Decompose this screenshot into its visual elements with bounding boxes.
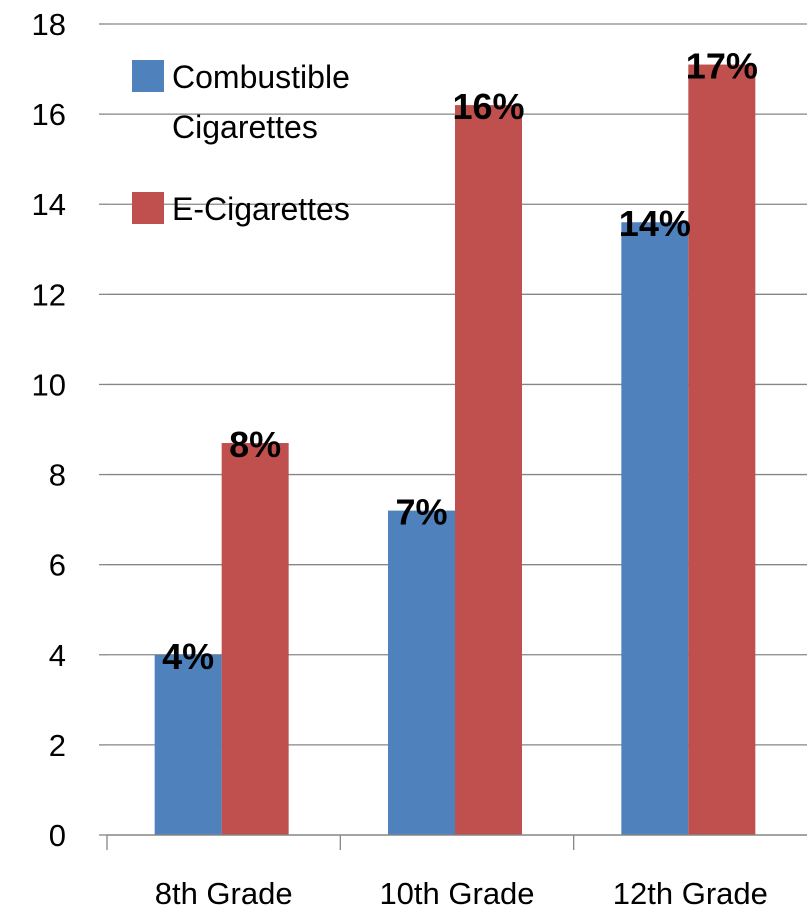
legend-label: Combustible Cigarettes bbox=[172, 59, 350, 145]
y-tick-label: 6 bbox=[49, 548, 66, 583]
y-tick-label: 0 bbox=[49, 818, 66, 853]
y-tick-label: 12 bbox=[32, 277, 66, 312]
x-category-label: 10th Grade bbox=[379, 876, 534, 911]
data-label: 14% bbox=[619, 203, 691, 244]
data-labels: 4% 8% 7% 16% 14% 17% bbox=[162, 46, 758, 677]
y-tick-label: 4 bbox=[49, 638, 66, 673]
data-label: 8% bbox=[229, 424, 281, 465]
x-category-label: 12th Grade bbox=[613, 876, 768, 911]
legend-swatch bbox=[132, 192, 164, 224]
bar bbox=[154, 654, 222, 835]
data-label: 4% bbox=[162, 636, 214, 677]
y-tick-label: 2 bbox=[49, 728, 66, 763]
y-tick-label: 10 bbox=[32, 367, 66, 402]
y-tick-label: 14 bbox=[32, 187, 66, 222]
data-label: 17% bbox=[686, 46, 758, 87]
bar bbox=[621, 222, 689, 835]
bar bbox=[388, 510, 455, 835]
y-tick-label: 8 bbox=[49, 458, 66, 493]
x-axis bbox=[106, 834, 807, 850]
data-label: 7% bbox=[395, 492, 447, 533]
x-category-label: 8th Grade bbox=[155, 876, 293, 911]
bar bbox=[688, 64, 756, 836]
y-tick-label: 18 bbox=[32, 7, 66, 42]
y-axis-ticks: 0 2 4 6 8 10 12 14 16 18 bbox=[32, 7, 107, 853]
x-axis-labels: 8th Grade 10th Grade 12th Grade bbox=[155, 876, 768, 911]
bars bbox=[154, 64, 756, 836]
bar bbox=[221, 443, 289, 835]
bar bbox=[455, 105, 522, 836]
y-tick-label: 16 bbox=[32, 97, 66, 132]
legend: Combustible Cigarettes E-Cigarettes bbox=[132, 59, 350, 227]
data-label: 16% bbox=[452, 86, 524, 127]
legend-label: E-Cigarettes bbox=[172, 191, 350, 227]
legend-swatch bbox=[132, 60, 164, 92]
